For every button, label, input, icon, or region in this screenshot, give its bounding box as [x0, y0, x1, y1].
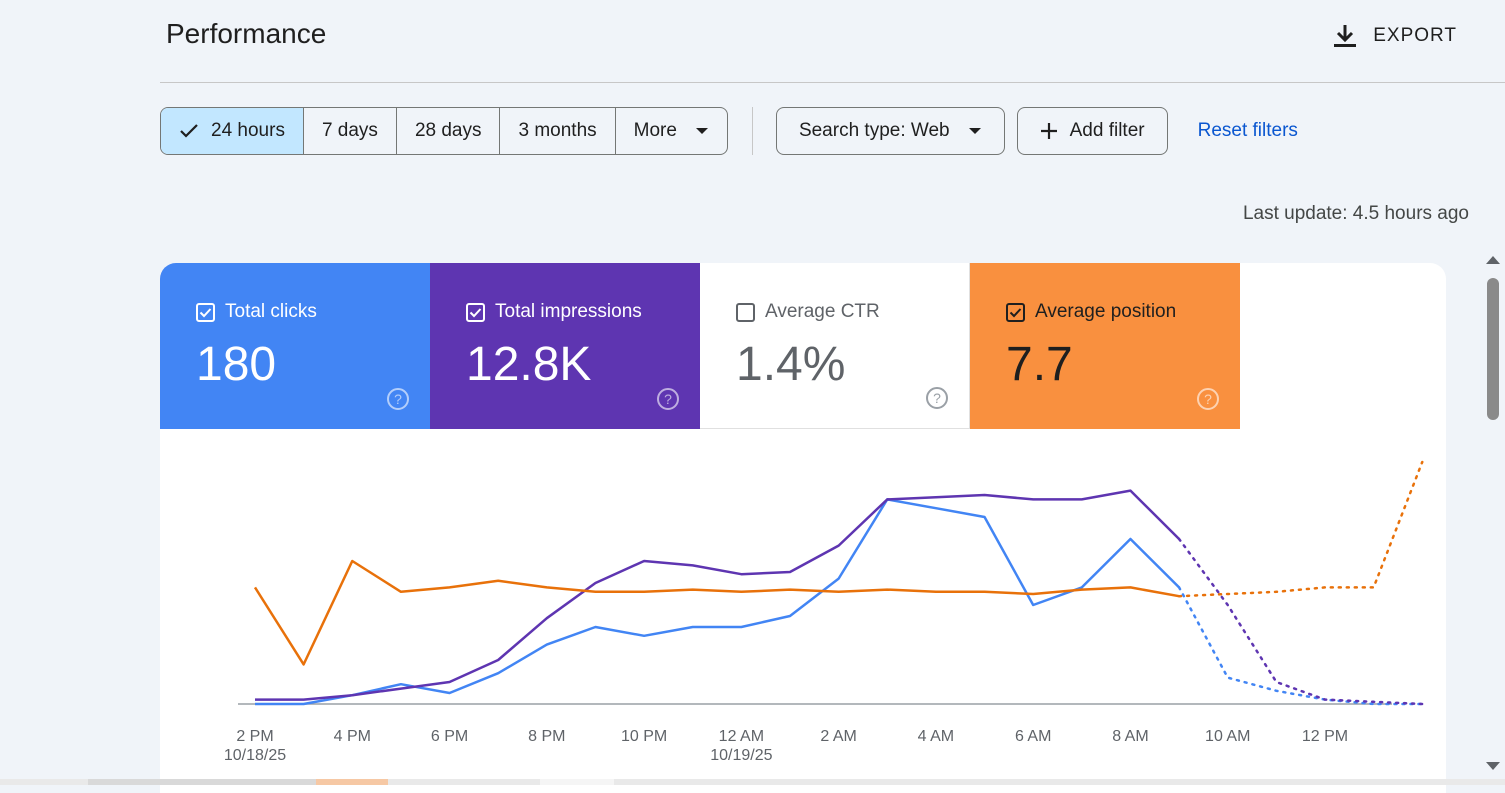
svg-text:?: ? [1204, 391, 1212, 407]
x-tick-label: 10 AM [1205, 728, 1250, 745]
date-range-label: 28 days [414, 120, 482, 141]
x-tick-label: 10 PM [621, 728, 667, 745]
dropdown-arrow-icon [695, 128, 708, 134]
x-tick-label: 2 PM [236, 728, 273, 745]
checkbox-checked-icon[interactable] [196, 302, 215, 322]
series-projection-impressions [1177, 537, 1424, 706]
page-title: Performance [166, 18, 327, 49]
date-range-more[interactable]: More [616, 108, 727, 154]
series-line-position [253, 559, 1180, 666]
page-header: Performance EXPORT [160, 0, 1505, 83]
help-icon[interactable]: ? [656, 387, 680, 411]
metric-average-position[interactable]: Average position 7.7 ? [970, 263, 1240, 429]
svg-text:?: ? [933, 390, 941, 406]
date-range-28-days[interactable]: 28 days [397, 108, 501, 154]
metric-label: Total clicks [225, 301, 317, 322]
metric-total-impressions[interactable]: Total impressions 12.8K ? [430, 263, 700, 429]
metric-value: 12.8K [466, 338, 592, 391]
date-range-label: 24 hours [211, 120, 285, 141]
x-tick-label: 8 AM [1112, 728, 1148, 745]
help-icon[interactable]: ? [386, 387, 410, 411]
date-range-label: More [633, 120, 677, 141]
plus-icon [1040, 123, 1057, 139]
strip-segment [316, 779, 388, 785]
export-button[interactable]: EXPORT [1333, 18, 1457, 54]
svg-text:?: ? [394, 391, 402, 407]
series-line-impressions [255, 489, 1180, 701]
help-icon[interactable]: ? [925, 386, 949, 410]
date-range-24-hours[interactable]: 24 hours [161, 108, 304, 154]
date-range-label: 3 months [518, 120, 597, 141]
date-range-3-months[interactable]: 3 months [500, 108, 616, 154]
metric-average-ctr[interactable]: Average CTR 1.4% ? [700, 263, 970, 429]
export-label: EXPORT [1373, 25, 1457, 46]
last-update-text: Last update: 4.5 hours ago [1242, 203, 1469, 224]
checkbox-checked-icon[interactable] [466, 302, 485, 322]
scroll-down-arrow-icon[interactable] [1486, 762, 1500, 770]
strip-segment [540, 779, 614, 785]
search-type-label: Search type: Web [798, 120, 950, 141]
date-range-selector: 24 hours 7 days 28 days 3 months More [160, 107, 728, 155]
metric-value: 1.4% [736, 338, 846, 391]
filter-bar: 24 hours 7 days 28 days 3 months More Se… [160, 107, 1298, 155]
series-projection-position [1177, 460, 1424, 598]
date-range-7-days[interactable]: 7 days [304, 108, 397, 154]
date-range-label: 7 days [321, 120, 378, 141]
x-tick-label: 6 PM [431, 728, 468, 745]
x-tick-label: 12 AM [719, 728, 764, 745]
metric-value: 180 [196, 338, 277, 391]
metric-label: Average CTR [765, 301, 880, 322]
metric-total-clicks[interactable]: Total clicks 180 ? [160, 263, 430, 429]
vertical-scrollbar[interactable] [1481, 252, 1503, 774]
x-tick-label: 12 PM [1302, 728, 1348, 745]
series-projection-clicks [1177, 586, 1424, 706]
x-tick-label: 8 PM [528, 728, 565, 745]
x-tick-label: 4 PM [334, 728, 371, 745]
x-tick-label: 6 AM [1015, 728, 1051, 745]
add-filter-label: Add filter [1069, 120, 1145, 141]
x-tick-label: 2 AM [820, 728, 856, 745]
svg-text:?: ? [664, 391, 672, 407]
check-icon [180, 124, 198, 138]
help-icon[interactable]: ? [1196, 387, 1220, 411]
metric-value: 7.7 [1006, 338, 1073, 391]
scroll-up-arrow-icon[interactable] [1486, 256, 1500, 264]
add-filter-button[interactable]: Add filter [1016, 107, 1168, 155]
metric-label: Total impressions [495, 301, 642, 322]
x-tick-date-label: 10/19/25 [710, 747, 772, 764]
scroll-thumb[interactable] [1487, 278, 1499, 420]
x-tick-date-label: 10/18/25 [224, 747, 286, 764]
performance-card: Total clicks 180 ? Total impressions 12.… [160, 263, 1446, 793]
dropdown-arrow-icon [968, 128, 981, 134]
strip-segment [88, 779, 316, 785]
horizontal-scrollbar[interactable] [0, 779, 1505, 785]
series-line-clicks [255, 498, 1180, 706]
divider [751, 107, 753, 155]
reset-filters-link[interactable]: Reset filters [1197, 120, 1298, 141]
metric-label: Average position [1035, 301, 1177, 322]
performance-chart: 2 PM 10/18/25 4 PM 6 PM 8 PM 10 PM 12 AM 10/19/… [224, 460, 1424, 764]
x-tick-label: 4 AM [918, 728, 954, 745]
checkbox-checked-icon[interactable] [1006, 302, 1025, 322]
search-type-filter[interactable]: Search type: Web [775, 107, 1005, 155]
checkbox-unchecked-icon[interactable] [736, 302, 755, 322]
download-icon [1334, 25, 1357, 47]
